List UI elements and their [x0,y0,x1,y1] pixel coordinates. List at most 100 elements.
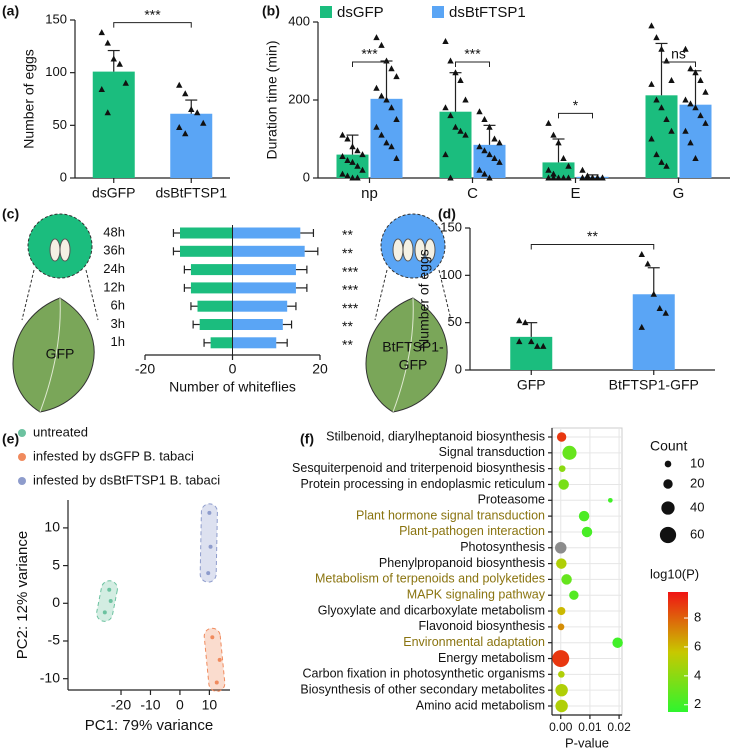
panel-label: (c) [2,206,19,222]
panel-label: (d) [438,206,456,222]
size-legend-marker [663,479,673,489]
bubble [578,510,590,522]
data-point [648,22,655,29]
bubble [558,671,565,678]
x-tick-label: GFP [517,377,546,393]
x-tick-label: -10 [140,697,160,713]
data-point [182,130,189,137]
data-point [122,79,129,86]
row-label: 48h [103,224,125,239]
x-tick-label: -20 [135,361,155,377]
data-point [687,65,694,72]
colorbar [668,592,688,712]
x-tick-label: dsBtFTSP1 [155,185,227,201]
x-axis-label: P-value [565,735,609,750]
data-point [653,96,660,103]
significance-label: *** [342,282,359,298]
data-point [481,170,488,177]
leaf [365,297,448,413]
data-point [560,155,567,161]
data-point [545,166,552,173]
data-point [481,147,488,154]
y-tick-label: 50 [53,117,67,132]
size-legend-marker [661,501,675,515]
data-point [378,131,385,138]
data-point [662,309,669,316]
significance-bracket [661,61,696,67]
x-axis-label: Number of whiteflies [169,379,296,395]
y-axis-label: PC2: 12% variance [14,531,31,659]
zoom-line [85,269,99,321]
data-point [481,116,488,122]
y-tick-label: 5 [52,556,60,572]
data-point [658,158,665,165]
data-point [116,60,123,67]
y-tick-label: -5 [48,632,61,648]
y-tick-label: Phenylpropanoid biosynthesis [379,556,545,570]
bar [92,71,135,178]
leaf-left [12,213,99,413]
significance-label: ** [342,337,353,353]
y-tick-label: 10 [44,519,60,535]
data-point [393,155,400,161]
legend-swatch [320,6,332,18]
data-point [457,127,464,134]
data-point [457,77,464,83]
data-point [476,166,483,173]
data-point [383,139,390,146]
x-axis-label: PC1: 79% variance [85,717,213,734]
data-point [682,45,689,52]
legend-marker [18,429,26,437]
leaf-label: GFP [46,346,75,362]
data-point [540,342,547,349]
data-point [442,151,449,158]
data-point [354,162,361,169]
bubble [561,574,572,585]
data-point [339,131,346,138]
y-tick-label: 150 [440,219,462,234]
x-tick-label: -20 [111,697,131,713]
bubble [607,497,613,503]
data-point [344,135,351,142]
y-tick-label: 150 [45,11,67,26]
y-tick-label: Energy metabolism [438,651,545,665]
bar [190,264,233,276]
x-tick-label: G [673,185,685,202]
data-point [98,86,105,93]
data-point [486,174,493,181]
data-point [349,143,356,150]
group-ellipse [96,580,118,622]
x-tick-label: C [467,185,478,202]
data-point [188,106,195,113]
data-point [182,90,189,97]
bar [180,245,233,257]
size-legend-label: 40 [690,499,704,514]
bubble [569,590,579,600]
data-point [545,119,552,126]
data-point [682,127,689,134]
data-point [638,323,645,330]
data-point [692,69,699,76]
data-point [692,155,699,161]
data-point [550,170,557,177]
data-point [476,143,483,150]
group-ellipse [203,627,226,692]
bar [210,337,233,349]
legend-label: dsBtFTSP1 [449,4,526,21]
significance-bracket [113,22,192,28]
y-tick-label: 100 [440,267,462,282]
y-tick-label: Stilbenoid, diarylheptanoid biosynthesis [326,429,545,443]
significance-label: ** [342,227,353,243]
data-point [584,174,591,181]
bar [197,300,233,312]
data-point [393,116,400,122]
size-legend-marker [659,526,677,544]
data-point [447,57,454,64]
bar [232,319,283,330]
data-point [658,104,665,111]
data-point [663,57,670,64]
data-point [486,151,493,158]
data-point [354,147,361,154]
data-point [663,162,670,169]
colorbar-tick-label: 8 [694,609,701,624]
